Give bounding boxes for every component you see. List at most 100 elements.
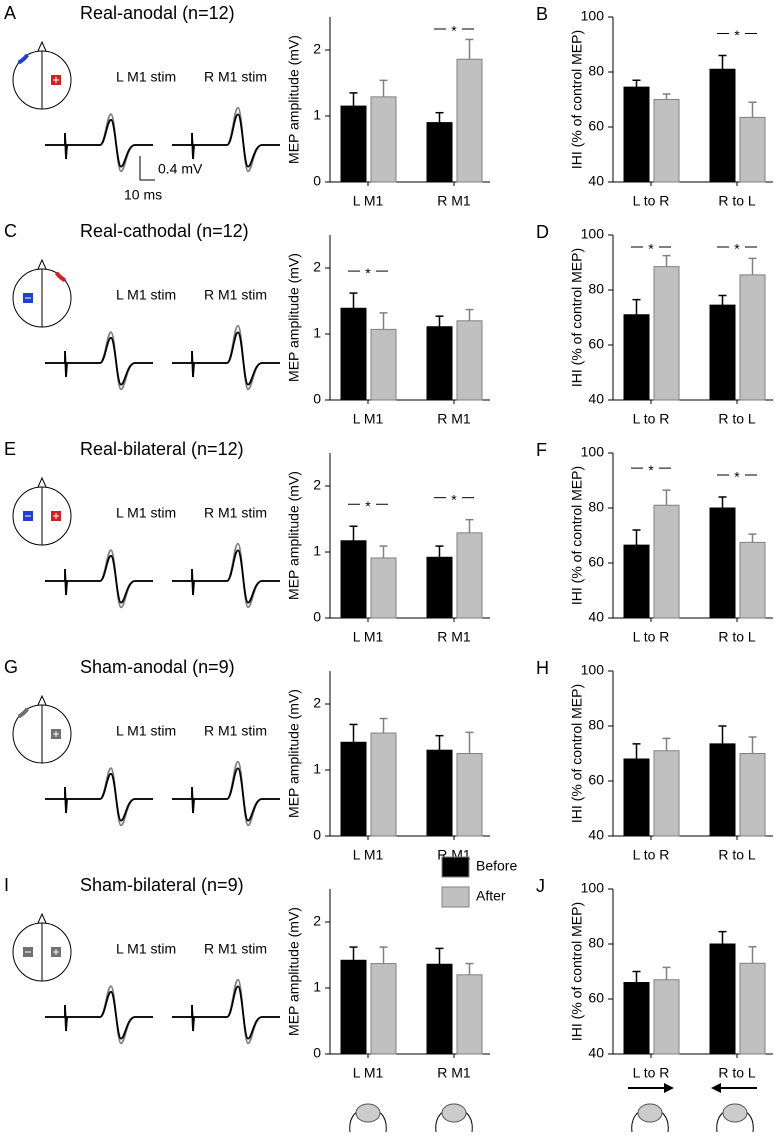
x-tick-label: L M1 — [353, 629, 384, 645]
y-tick-label: 0 — [313, 1045, 321, 1061]
x-tick-label: R to L — [718, 847, 756, 863]
bar — [340, 540, 367, 619]
arrow-head — [664, 1083, 674, 1093]
y-axis-label: MEP amplitude (mV) — [286, 35, 302, 164]
mep-trace — [172, 331, 280, 386]
bar — [739, 274, 766, 401]
bar — [623, 544, 650, 619]
mep-trace — [45, 990, 153, 1040]
x-tick-label: R to L — [718, 1065, 756, 1081]
mep-trace — [172, 113, 280, 168]
significance-mark: * — [451, 23, 457, 39]
panel-label: A — [4, 3, 16, 23]
y-axis-label: MEP amplitude (mV) — [286, 907, 302, 1036]
mep-trace — [45, 113, 153, 173]
x-tick-label: L to R — [633, 411, 670, 427]
x-tick-label: L M1 — [353, 411, 384, 427]
legend-label: Before — [476, 858, 517, 874]
bar — [739, 753, 766, 837]
brain-icon — [722, 1103, 748, 1123]
bar — [653, 504, 680, 619]
significance-mark: * — [734, 27, 740, 43]
y-tick-label: 40 — [588, 391, 604, 407]
bar — [739, 116, 766, 183]
stim-label: L M1 stim — [116, 287, 176, 303]
bar — [370, 732, 397, 837]
y-tick-label: 2 — [313, 477, 321, 493]
y-tick-label: 100 — [581, 662, 605, 678]
bar — [456, 974, 483, 1055]
significance-mark: * — [648, 462, 654, 478]
mep-trace — [172, 542, 280, 609]
bar — [623, 758, 650, 837]
mep-trace — [45, 331, 153, 391]
arrow-head — [711, 1083, 721, 1093]
nose — [37, 912, 47, 924]
y-tick-label: 100 — [581, 226, 605, 242]
x-tick-label: R M1 — [437, 1065, 471, 1081]
row-title: Sham-anodal (n=9) — [80, 657, 235, 677]
panel-label: G — [4, 657, 18, 677]
bar — [709, 743, 736, 837]
x-tick-label: L to R — [633, 1065, 670, 1081]
y-tick-label: 2 — [313, 259, 321, 275]
y-axis-label: IHI (% of control MEP) — [569, 30, 585, 169]
stim-label: L M1 stim — [116, 69, 176, 85]
panel-label: E — [4, 439, 16, 459]
y-tick-label: 100 — [581, 8, 605, 24]
y-tick-label: 60 — [588, 990, 604, 1006]
y-tick-label: 0 — [313, 173, 321, 189]
y-tick-label: 40 — [588, 1045, 604, 1061]
nose — [37, 694, 47, 706]
bar — [623, 982, 650, 1055]
nose — [37, 40, 47, 52]
bar — [426, 749, 453, 837]
x-tick-label: L to R — [633, 193, 670, 209]
bar — [709, 507, 736, 619]
y-axis-label: IHI (% of control MEP) — [569, 248, 585, 387]
stim-label: R M1 stim — [204, 941, 267, 957]
y-tick-label: 100 — [581, 880, 605, 896]
scale-time: 10 ms — [124, 187, 162, 203]
mep-trace — [172, 985, 280, 1040]
y-tick-label: 1 — [313, 543, 321, 559]
stim-label: L M1 stim — [116, 723, 176, 739]
mep-trace — [172, 549, 280, 604]
mep-trace — [45, 118, 153, 168]
significance-mark: * — [734, 469, 740, 485]
y-tick-label: 2 — [313, 695, 321, 711]
y-axis-label: MEP amplitude (mV) — [286, 689, 302, 818]
electrode — [54, 271, 67, 283]
mep-trace — [45, 554, 153, 604]
scale-bar — [139, 156, 155, 181]
y-tick-label: 40 — [588, 609, 604, 625]
bar — [340, 741, 367, 837]
panel-label: H — [536, 658, 549, 678]
x-tick-label: L M1 — [353, 847, 384, 863]
panel-label: C — [4, 221, 17, 241]
bar — [340, 105, 367, 183]
brain-icon — [637, 1103, 663, 1123]
electrode — [17, 707, 29, 719]
bar — [426, 122, 453, 183]
mep-trace — [172, 767, 280, 822]
bar — [653, 99, 680, 183]
y-tick-label: 40 — [588, 827, 604, 843]
y-tick-label: 60 — [588, 118, 604, 134]
row-title: Real-anodal (n=12) — [80, 3, 235, 23]
x-tick-label: L to R — [633, 629, 670, 645]
bar — [653, 979, 680, 1055]
bar — [653, 266, 680, 401]
stim-label: L M1 stim — [116, 505, 176, 521]
y-tick-label: 60 — [588, 554, 604, 570]
x-tick-label: L to R — [633, 847, 670, 863]
brain-icon — [355, 1103, 381, 1123]
bar — [370, 557, 397, 619]
mep-trace — [172, 978, 280, 1045]
stim-label: R M1 stim — [204, 723, 267, 739]
legend-label: After — [476, 888, 506, 904]
y-tick-label: 0 — [313, 391, 321, 407]
y-tick-label: 80 — [588, 717, 604, 733]
significance-mark: * — [365, 265, 371, 281]
y-axis-label: IHI (% of control MEP) — [569, 684, 585, 823]
